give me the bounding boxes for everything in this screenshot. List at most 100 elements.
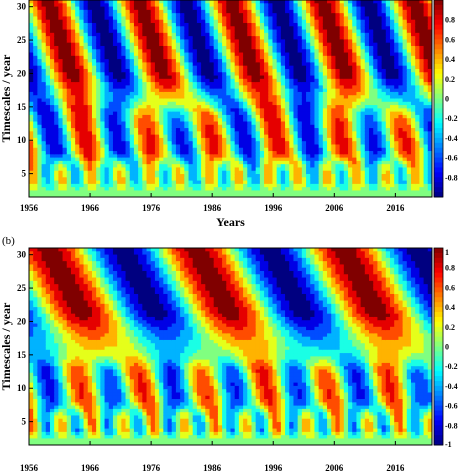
heatmap-cell <box>205 75 211 80</box>
heatmap-cell <box>125 147 131 152</box>
heatmap-cell <box>138 88 143 93</box>
heatmap-cell <box>339 32 345 37</box>
heatmap-cell <box>29 154 34 159</box>
heatmap-cell <box>352 144 358 149</box>
heatmap-cell <box>259 95 265 100</box>
heatmap-cell <box>108 36 114 40</box>
heatmap-cell <box>184 29 190 34</box>
heatmap-cell <box>348 121 353 126</box>
heatmap-cell <box>293 29 299 34</box>
heatmap-cell <box>285 32 290 37</box>
heatmap-cell <box>238 39 244 44</box>
heatmap-cell <box>306 3 311 8</box>
heatmap-cell <box>356 75 362 80</box>
heatmap-cell <box>58 174 64 178</box>
heatmap-cell <box>29 65 34 70</box>
heatmap-cell <box>322 62 328 67</box>
heatmap-cell <box>54 82 59 86</box>
heatmap-cell <box>243 170 248 175</box>
heatmap-cell <box>318 160 324 165</box>
heatmap-cell <box>348 72 353 77</box>
heatmap-cell <box>100 59 106 63</box>
heatmap-cell <box>369 95 374 100</box>
heatmap-cell <box>264 131 269 136</box>
heatmap-cell <box>373 114 379 119</box>
heatmap-cell <box>150 144 156 149</box>
heatmap-cell <box>192 174 198 178</box>
heatmap-cell <box>66 78 72 83</box>
heatmap-cell <box>226 78 232 83</box>
heatmap-cell <box>301 187 307 192</box>
heatmap-cell <box>188 164 194 169</box>
heatmap-cell <box>343 121 349 126</box>
heatmap-cell <box>272 180 278 185</box>
heatmap-cell <box>117 95 122 100</box>
heatmap-cell <box>356 144 362 149</box>
heatmap-cell <box>205 101 211 106</box>
heatmap-cell <box>238 6 244 11</box>
heatmap-cell <box>322 88 328 93</box>
heatmap-cell <box>293 101 299 106</box>
heatmap-cell <box>264 157 269 162</box>
heatmap-cell <box>163 131 169 136</box>
heatmap-cell <box>75 101 80 106</box>
heatmap-cell <box>171 190 177 195</box>
heatmap-cell <box>360 95 366 100</box>
heatmap-cell <box>306 137 311 142</box>
heatmap-cell <box>297 157 303 162</box>
heatmap-cell <box>339 180 345 185</box>
heatmap-cell <box>339 13 345 18</box>
heatmap-cell <box>293 75 299 80</box>
heatmap-cell <box>209 144 215 149</box>
heatmap-cell <box>339 91 345 96</box>
heatmap-cell <box>171 29 177 34</box>
heatmap-cell <box>79 22 85 27</box>
heatmap-cell <box>276 167 282 172</box>
heatmap-cell <box>243 32 248 37</box>
heatmap-cell <box>322 111 328 116</box>
heatmap-cell <box>369 160 374 165</box>
heatmap-cell <box>167 174 173 178</box>
heatmap-cell <box>247 49 253 54</box>
heatmap-cell <box>322 134 328 139</box>
heatmap-cell <box>180 187 185 192</box>
heatmap-cell <box>335 42 341 47</box>
heatmap-cell <box>100 134 106 139</box>
heatmap-cell <box>247 108 253 113</box>
heatmap-cell <box>96 190 101 195</box>
heatmap-cell <box>91 62 97 67</box>
heatmap-cell <box>108 42 114 47</box>
heatmap-cell <box>184 98 190 103</box>
heatmap-cell <box>66 0 72 4</box>
heatmap-cell <box>327 193 332 197</box>
heatmap-cell <box>230 3 236 8</box>
heatmap-cell <box>339 82 345 86</box>
heatmap-cell <box>272 121 278 126</box>
heatmap-cell <box>201 36 206 40</box>
heatmap-cell <box>108 157 114 162</box>
heatmap-cell <box>306 68 311 73</box>
heatmap-cell <box>322 78 328 83</box>
heatmap-cell <box>314 177 320 182</box>
heatmap-cell <box>125 9 131 14</box>
heatmap-cell <box>369 164 374 169</box>
heatmap-cell <box>184 85 190 90</box>
heatmap-cell <box>29 9 34 14</box>
heatmap-cell <box>276 180 282 185</box>
heatmap-cell <box>188 82 194 86</box>
heatmap-cell <box>201 29 206 34</box>
heatmap-cell <box>33 19 38 24</box>
heatmap-cell <box>238 167 244 172</box>
heatmap-cell <box>45 151 51 155</box>
heatmap-cell <box>360 36 366 40</box>
heatmap-cell <box>117 167 122 172</box>
heatmap-cell <box>297 154 303 159</box>
heatmap-cell <box>112 0 118 4</box>
heatmap-cell <box>70 118 76 123</box>
heatmap-cell <box>91 88 97 93</box>
heatmap-cell <box>104 75 110 80</box>
heatmap-cell <box>306 62 311 67</box>
heatmap-cell <box>226 170 232 175</box>
heatmap-cell <box>255 22 261 27</box>
